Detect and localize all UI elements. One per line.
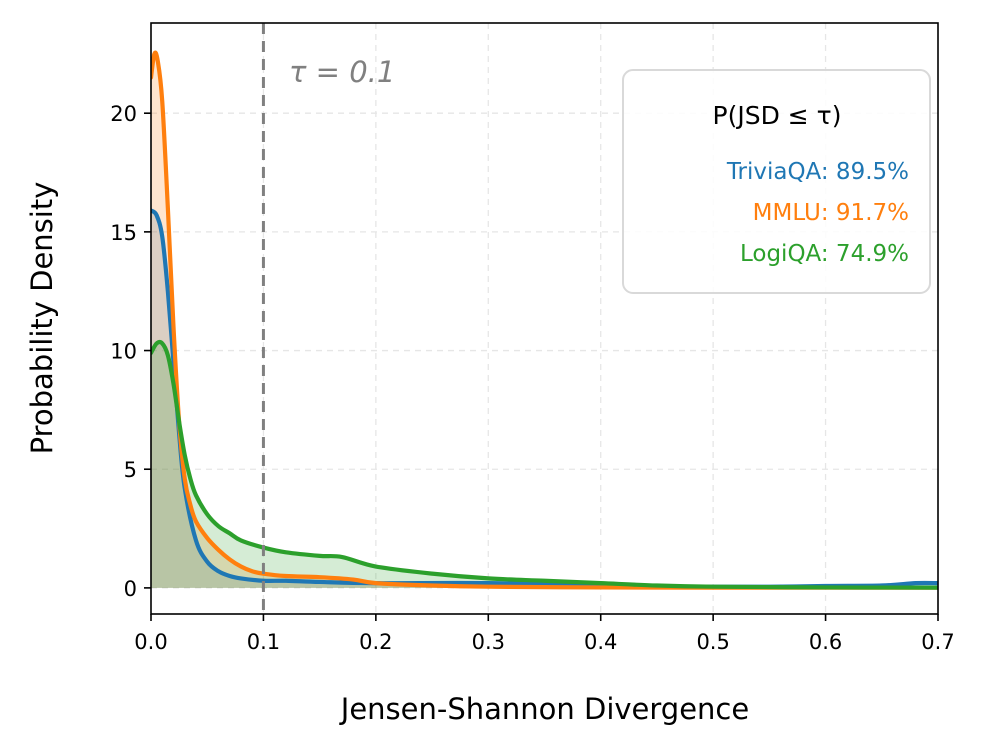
x-tick-label: 0.4 <box>584 630 617 654</box>
y-tick-label: 15 <box>110 221 137 245</box>
x-tick-label: 0.2 <box>359 630 392 654</box>
x-tick-label: 0.1 <box>247 630 280 654</box>
area-logiqa <box>151 342 938 588</box>
legend-box <box>622 69 931 294</box>
x-tick-label: 0.6 <box>809 630 842 654</box>
legend-entry-triviaqa: TriviaQA: 89.5% <box>726 159 909 185</box>
y-tick-label: 20 <box>110 102 137 126</box>
x-axis-label: Jensen-Shannon Divergence <box>339 692 749 726</box>
x-tick-label: 0.5 <box>696 630 729 654</box>
x-axis: 0.0 0.1 0.2 0.3 0.4 0.5 0.6 0.7 <box>134 614 955 654</box>
density-fills <box>151 52 938 588</box>
legend-entry-mmlu: MMLU: 91.7% <box>753 200 909 226</box>
x-tick-label: 0.3 <box>472 630 505 654</box>
threshold-label: τ = 0.1 <box>289 55 395 89</box>
plot-frame <box>150 22 939 615</box>
line-mmlu <box>151 50 938 590</box>
legend-title: P(JSD ≤ τ) <box>713 101 842 130</box>
y-axis: 0 5 10 15 20 <box>110 102 151 601</box>
legend: P(JSD ≤ τ) TriviaQA: 89.5% MMLU: 91.7% L… <box>622 69 931 294</box>
legend-entry-logiqa: LogiQA: 74.9% <box>740 241 909 267</box>
y-tick-label: 5 <box>124 458 137 482</box>
y-axis-label: Probability Density <box>25 182 59 455</box>
x-tick-label: 0.7 <box>921 630 954 654</box>
density-lines <box>151 50 938 590</box>
x-tick-label: 0.0 <box>134 630 167 654</box>
line-logiqa <box>151 339 938 590</box>
y-tick-label: 0 <box>124 577 137 601</box>
y-tick-label: 10 <box>110 340 137 364</box>
